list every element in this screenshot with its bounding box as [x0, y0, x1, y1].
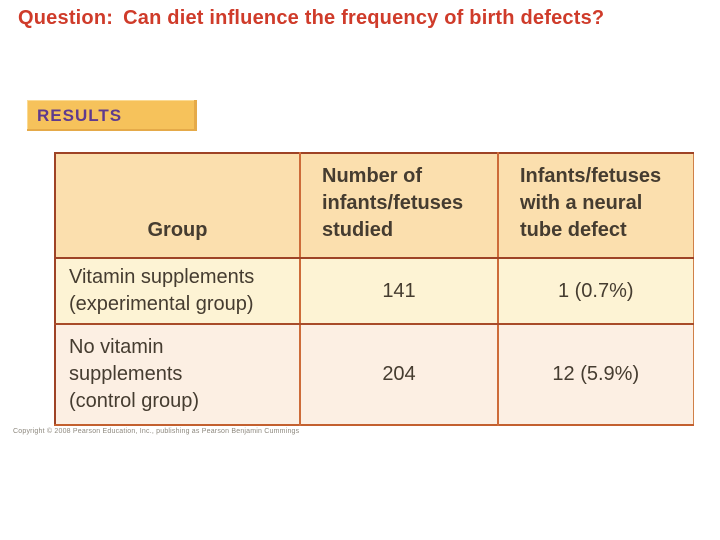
question-text: Can diet influence the frequency of birt…	[123, 7, 605, 29]
cell-group-experimental: Vitamin supplements (experimental group)	[55, 258, 300, 325]
results-table: Group Number of infants/fetuses studied …	[54, 152, 694, 426]
header-cell-group: Group	[55, 153, 300, 259]
copyright-line: Copyright © 2008 Pearson Education, Inc.…	[13, 428, 300, 435]
table-row-experimental-group: Vitamin supplements (experimental group)…	[55, 258, 693, 325]
cell-studied-experimental: 141	[299, 258, 498, 325]
results-badge: RESULTS	[27, 100, 197, 131]
cell-defect-control: 12 (5.9%)	[497, 324, 693, 425]
results-badge-label: RESULTS	[37, 106, 123, 125]
question-title: Question: Can diet influence the frequenc…	[18, 7, 604, 30]
cell-group-control: No vitamin supplements (control group)	[55, 324, 300, 425]
question-label: Question:	[18, 7, 114, 29]
cell-studied-control: 204	[299, 324, 498, 425]
header-cell-number-studied: Number of infants/fetuses studied	[299, 153, 498, 259]
table-row-control-group: No vitamin supplements (control group) 2…	[55, 324, 693, 425]
cell-defect-experimental: 1 (0.7%)	[497, 258, 693, 325]
table-header-row: Group Number of infants/fetuses studied …	[55, 153, 693, 259]
header-cell-neural-tube-defect: Infants/fetuses with a neural tube defec…	[497, 153, 693, 259]
